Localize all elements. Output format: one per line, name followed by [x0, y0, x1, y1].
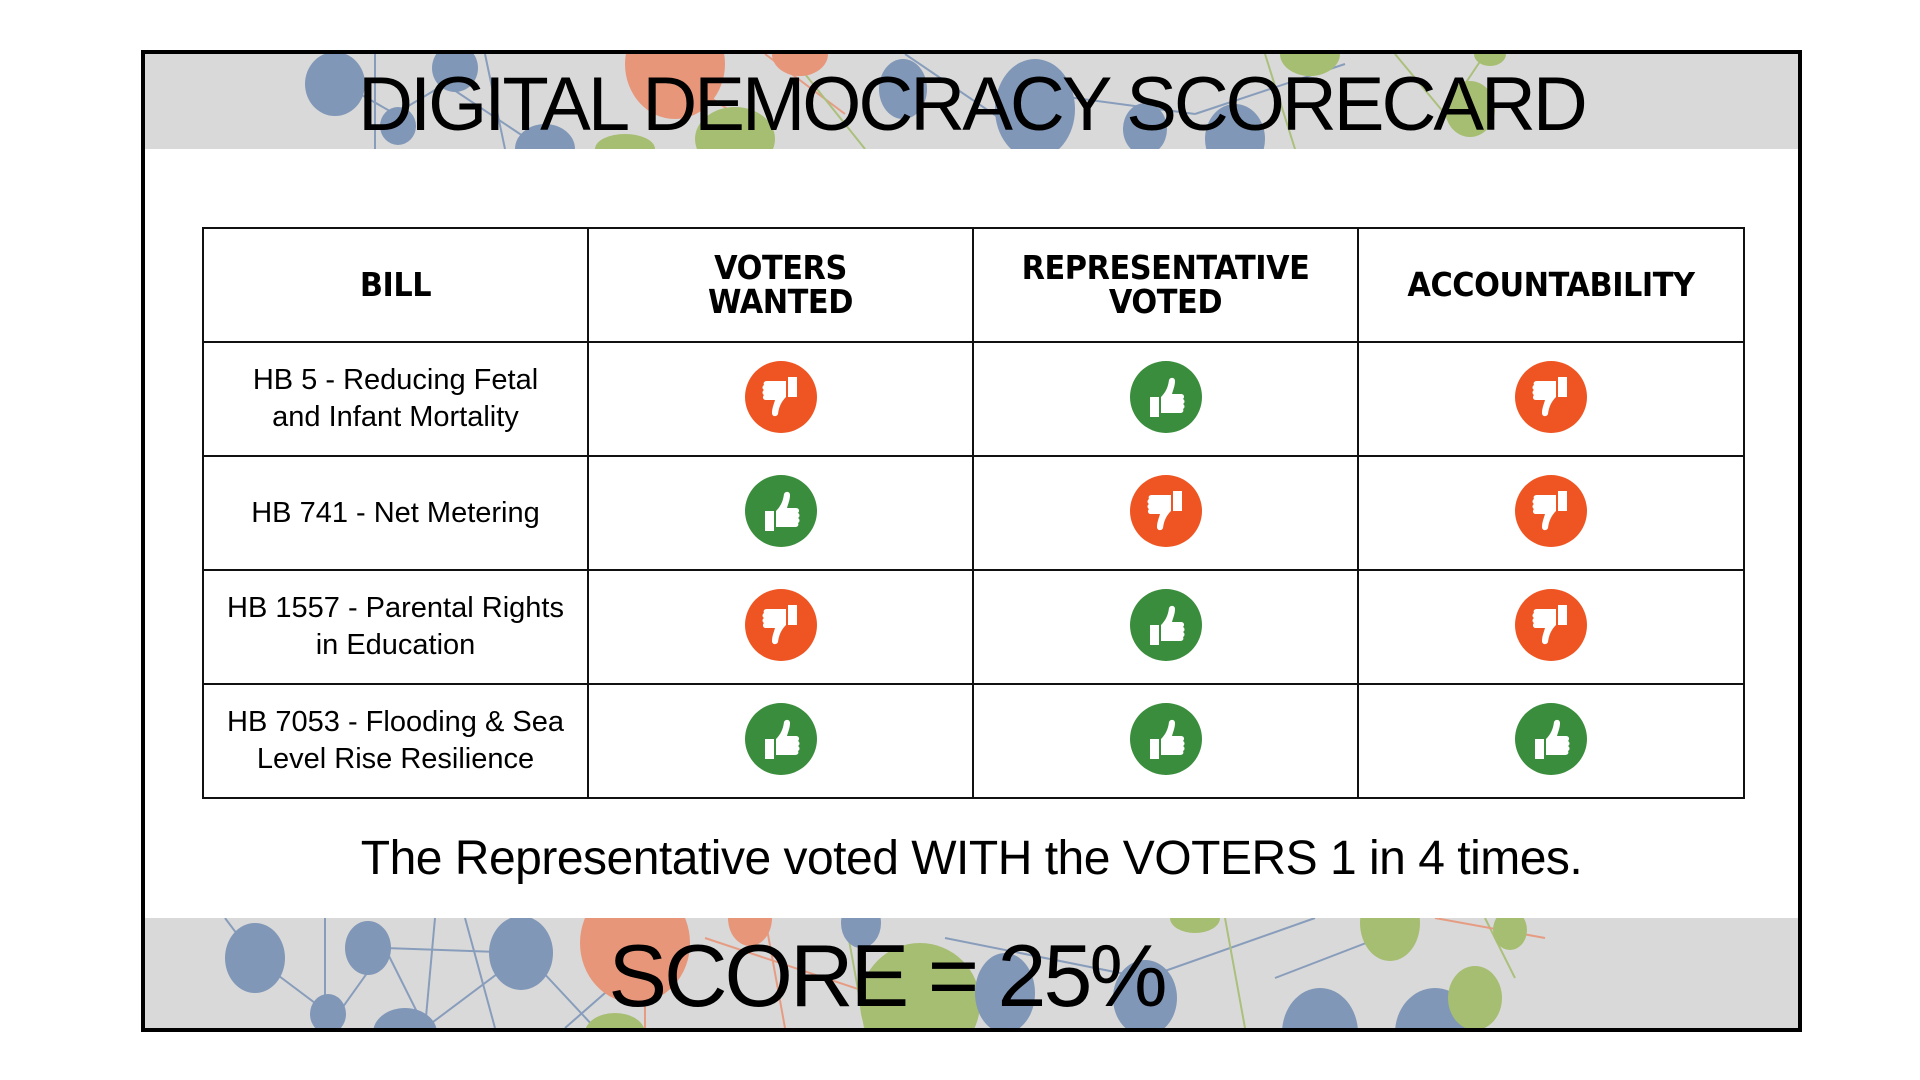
- bill-cell: HB 7053 - Flooding & Sea Level Rise Resi…: [202, 683, 589, 799]
- voters-wanted-cell: [587, 569, 974, 685]
- table-row: HB 5 - Reducing Fetal and Infant Mortali…: [202, 341, 1745, 457]
- thumbs-up-icon: [744, 474, 817, 547]
- accountability-cell: [1357, 341, 1745, 457]
- bill-name-line: and Infant Mortality: [272, 401, 519, 433]
- thumbs-down-icon: [744, 360, 817, 433]
- scorecard-table: BILL VOTERS WANTED REPRESENTATIVE VOTED …: [202, 227, 1745, 799]
- bill-name-line: HB 741 - Net Metering: [251, 496, 540, 529]
- page-title: DIGITAL DEMOCRACY SCORECARD: [358, 62, 1588, 147]
- thumbs-down-icon: [1515, 360, 1587, 433]
- thumbs-up-icon: [1515, 702, 1587, 775]
- bill-name-line: Level Rise Resilience: [256, 743, 535, 775]
- bill-cell: HB 741 - Net Metering: [202, 455, 589, 571]
- column-header-voters-wanted: VOTERS WANTED: [602, 227, 959, 343]
- representative-voted-cell: [972, 569, 1359, 685]
- bill-name-line: in Education: [315, 629, 476, 661]
- header-text: BILL: [359, 265, 432, 304]
- voters-wanted-cell: [587, 683, 974, 799]
- header-text: VOTED: [1108, 282, 1223, 321]
- header-band: DIGITAL DEMOCRACY SCORECARD: [145, 54, 1798, 149]
- header-text: REPRESENTATIVE: [1021, 248, 1310, 287]
- accountability-cell: [1357, 455, 1745, 571]
- column-header-representative-voted: REPRESENTATIVE VOTED: [987, 227, 1344, 343]
- thumbs-down-icon: [1515, 588, 1587, 661]
- header-text: WANTED: [708, 282, 853, 321]
- voters-wanted-cell: [587, 341, 974, 457]
- column-header-bill: BILL: [217, 227, 574, 343]
- thumbs-down-icon: [1129, 474, 1202, 547]
- summary-text: The Representative voted WITH the VOTERS…: [360, 832, 1583, 885]
- network-decoration-icon: [305, 54, 1506, 149]
- footer-band: SCORE = 25%: [145, 918, 1798, 1028]
- thumbs-up-icon: [744, 702, 817, 775]
- accountability-cell: [1357, 683, 1745, 799]
- thumbs-up-icon: [1129, 702, 1202, 775]
- bill-cell: HB 1557 - Parental Rights in Education: [202, 569, 589, 685]
- bill-cell: HB 5 - Reducing Fetal and Infant Mortali…: [202, 341, 589, 457]
- table-row: HB 741 - Net Metering: [202, 455, 1745, 571]
- scorecard-frame: DIGITAL DEMOCRACY SCORECARD BILL VOTERS …: [141, 50, 1802, 1032]
- bill-name-line: HB 7053 - Flooding & Sea: [227, 706, 564, 738]
- voters-wanted-cell: [587, 455, 974, 571]
- table-row: HB 7053 - Flooding & Sea Level Rise Resi…: [202, 683, 1745, 799]
- thumbs-down-icon: [744, 588, 817, 661]
- thumbs-down-icon: [1515, 474, 1587, 547]
- accountability-cell: [1357, 569, 1745, 685]
- thumbs-up-icon: [1129, 360, 1202, 433]
- representative-voted-cell: [972, 341, 1359, 457]
- bill-name-line: HB 5 - Reducing Fetal: [252, 364, 539, 396]
- thumbs-up-icon: [1129, 588, 1202, 661]
- representative-voted-cell: [972, 683, 1359, 799]
- score-value: SCORE = 25%: [608, 926, 1167, 1025]
- header-text: ACCOUNTABILITY: [1407, 265, 1695, 304]
- bill-name-line: HB 1557 - Parental Rights: [227, 592, 564, 624]
- network-decoration-icon: [224, 918, 1546, 1028]
- header-text: VOTERS: [714, 248, 847, 287]
- column-header-accountability: ACCOUNTABILITY: [1372, 227, 1730, 343]
- representative-voted-cell: [972, 455, 1359, 571]
- table-row: HB 1557 - Parental Rights in Education: [202, 569, 1745, 685]
- table-header-row: BILL VOTERS WANTED REPRESENTATIVE VOTED …: [203, 227, 1744, 343]
